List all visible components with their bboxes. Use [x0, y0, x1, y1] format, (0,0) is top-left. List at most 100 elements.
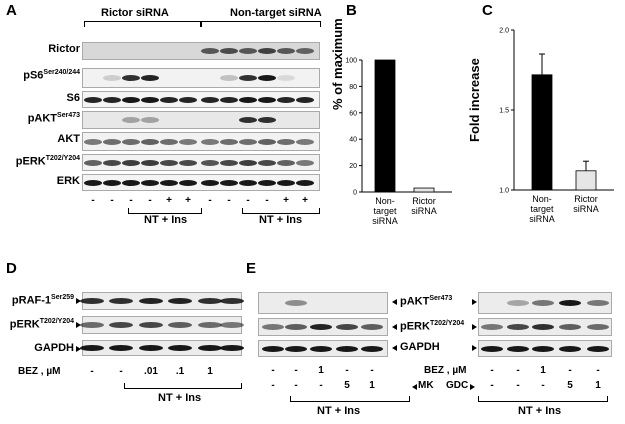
lane-sign: -	[129, 195, 133, 206]
band	[84, 96, 102, 103]
category-label: Non-	[532, 194, 552, 204]
band	[285, 324, 307, 330]
bar-1	[575, 170, 597, 191]
band	[296, 179, 314, 186]
band	[220, 159, 238, 166]
band	[198, 298, 222, 304]
band	[103, 159, 121, 166]
band	[239, 48, 257, 54]
lane-sign: -	[246, 195, 250, 206]
category-label: target	[373, 206, 397, 216]
row-label-a-perk: pERKT202/Y204	[15, 155, 80, 168]
band	[532, 345, 554, 352]
band	[220, 48, 238, 54]
lane-sign: -	[148, 195, 152, 206]
rictor-sirna-header: Rictor siRNA	[101, 7, 169, 19]
band	[103, 179, 121, 186]
y-tick-label: 60	[349, 110, 357, 117]
band	[587, 345, 609, 352]
band	[122, 159, 140, 166]
panel-b-label: B	[346, 2, 357, 19]
band	[507, 300, 529, 306]
band	[141, 179, 159, 186]
lane-sign: -	[208, 195, 212, 206]
panel-a-label: A	[6, 2, 17, 19]
band	[258, 117, 276, 123]
band	[481, 324, 503, 330]
panel-d-treat: NT + Ins	[158, 392, 202, 404]
band	[80, 345, 104, 351]
band	[122, 138, 140, 145]
band	[201, 179, 219, 186]
band	[201, 48, 219, 54]
band	[84, 159, 102, 166]
row-label-a-erk: ERK	[56, 175, 80, 187]
band	[277, 48, 295, 54]
bez-value-left: -	[271, 365, 275, 376]
bez-value: -	[119, 366, 123, 377]
band	[141, 75, 159, 81]
bez-value: .1	[175, 366, 185, 377]
band	[103, 96, 121, 103]
band	[198, 322, 222, 328]
category-label: siRNA	[372, 216, 398, 226]
band	[239, 138, 257, 145]
band	[198, 345, 222, 351]
y-tick-label: 2.0	[499, 28, 509, 35]
band	[532, 300, 554, 306]
bar-0	[374, 59, 396, 193]
band	[220, 96, 238, 103]
row-label-a-rictor: Rictor	[48, 43, 80, 55]
band	[277, 75, 295, 81]
band	[122, 117, 140, 123]
row-arrow-icon	[472, 299, 477, 305]
mk-value: 1	[369, 380, 375, 391]
band	[336, 345, 358, 352]
band	[296, 48, 314, 54]
band	[361, 345, 383, 352]
band	[109, 345, 133, 351]
row-arrow-icon	[76, 322, 81, 328]
band	[220, 345, 244, 351]
band	[559, 324, 581, 330]
category-label: siRNA	[573, 204, 599, 214]
gdc-arrow-icon	[470, 384, 475, 390]
band	[103, 138, 121, 145]
panel-e-mk-label: MK	[418, 380, 434, 391]
band	[103, 75, 121, 81]
panel-e-label: E	[246, 260, 257, 277]
band	[239, 117, 257, 123]
band	[277, 179, 295, 186]
bez-value-left: -	[294, 365, 298, 376]
band	[220, 75, 238, 81]
category-label: Rictor	[412, 196, 436, 206]
gdc-value: -	[490, 380, 494, 391]
band	[139, 322, 163, 328]
panel-e-gdc-label: GDC	[446, 380, 469, 391]
band	[160, 179, 178, 186]
row-arrow-icon	[392, 345, 397, 351]
category-label: target	[530, 204, 554, 214]
bez-value: .01	[144, 366, 158, 377]
panel-e-treat-left: NT + Ins	[317, 405, 361, 417]
panel-d-label: D	[6, 260, 17, 277]
band	[258, 179, 276, 186]
band	[277, 159, 295, 166]
row-label-a-akt: AKT	[57, 133, 80, 145]
bez-value-right: -	[568, 365, 572, 376]
row-arrow-icon	[76, 298, 81, 304]
band	[277, 138, 295, 145]
row-arrow-icon	[472, 324, 477, 330]
band	[258, 96, 276, 103]
bez-value-left: -	[370, 365, 374, 376]
row-label-d-gapdh: GAPDH	[34, 342, 74, 354]
band	[258, 159, 276, 166]
band	[160, 138, 178, 145]
band	[239, 159, 257, 166]
nontarget-sirna-header: Non-target siRNA	[230, 7, 322, 19]
panel-a-treat-left: NT + Ins	[144, 214, 188, 226]
band	[179, 138, 197, 145]
mk-value: -	[319, 380, 323, 391]
